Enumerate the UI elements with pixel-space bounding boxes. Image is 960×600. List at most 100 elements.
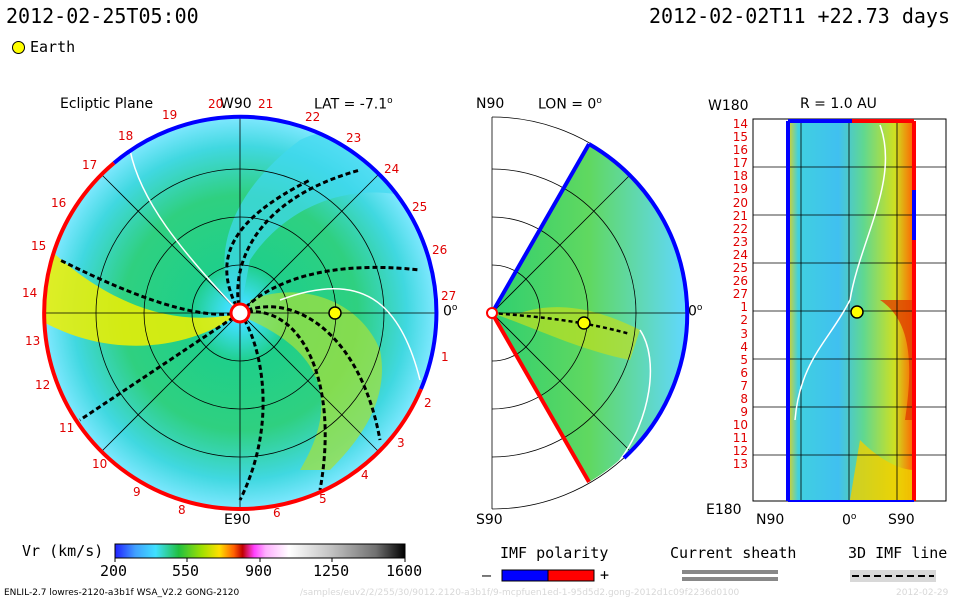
ecliptic-bottom-label: E90 (224, 512, 251, 528)
ecliptic-right-label: 0o (443, 303, 458, 320)
vr-colorbar-label: Vr (km/s) (22, 542, 104, 560)
earth-marker-ecliptic (328, 306, 342, 320)
ecliptic-top-label: W90 (220, 96, 252, 112)
sector-number-26: 26 (432, 243, 448, 257)
meridional-imf-line (491, 311, 631, 336)
sphere-row-label: 9 (740, 405, 748, 420)
sphere-row-label: 16 (732, 143, 748, 158)
sphere-row-label: 19 (732, 182, 748, 197)
imf-polarity-title: IMF polarity (500, 544, 609, 562)
sphere-bottom-label-s90: S90 (888, 512, 915, 528)
current-sheath-title: Current sheath (670, 544, 797, 562)
sector-number-15: 15 (31, 239, 47, 253)
sphere-row-label: 24 (732, 247, 748, 262)
sphere-bottom-left-label: E180 (706, 502, 742, 518)
sector-number-6: 6 (273, 506, 281, 520)
sector-number-25: 25 (412, 200, 428, 214)
run-path-footer: /samples/euv2/2/255/30/9012.2120-a3b1f/9… (300, 588, 740, 598)
imf-polarity-legend-bar (501, 569, 595, 582)
sphere-row-label: 15 (732, 130, 748, 145)
run-datetime: 2012-02-25T05:00 (6, 4, 199, 28)
sphere-row-labels: 14 15 16 17 18 19 20 21 22 23 24 25 26 2… (728, 117, 748, 472)
sphere-row-label: 17 (732, 156, 748, 171)
sector-number-20: 20 (208, 97, 224, 111)
sector-number-17: 17 (82, 158, 98, 172)
sector-number-3: 3 (397, 436, 405, 450)
ecliptic-sheath-contours (129, 149, 421, 381)
sector-number-22: 22 (305, 110, 321, 124)
sphere-row-label: 21 (732, 208, 748, 223)
sphere-map (752, 118, 947, 502)
vr-colorbar-gradient (114, 543, 406, 559)
meridional-plane-map (486, 116, 690, 510)
sector-number-10: 10 (92, 457, 108, 471)
sector-number-27: 27 (441, 289, 457, 303)
imf-line-title: 3D IMF line (848, 544, 948, 562)
ecliptic-plane-title: Ecliptic Plane (60, 96, 154, 112)
date-footer: 2012-02-29 (896, 588, 949, 598)
sphere-row-label: 7 (740, 378, 748, 393)
sector-number-4: 4 (361, 468, 369, 482)
ecliptic-structures (44, 132, 420, 470)
vr-colorbar-ticks (114, 558, 406, 562)
sphere-row-label: 13 (732, 457, 748, 472)
ecliptic-boundary-negative (112, 114, 439, 390)
lat-label: LAT = -7.1o (314, 96, 393, 113)
sphere-row-label: 8 (740, 391, 748, 406)
sphere-top-left-label: W180 (708, 98, 749, 114)
sphere-row-label: 22 (732, 221, 748, 236)
imf-spiral-lines (59, 168, 421, 501)
sphere-row-label: 20 (732, 195, 748, 210)
sun-marker (229, 302, 251, 324)
sphere-row-label: 4 (740, 339, 748, 354)
earth-legend-label: Earth (30, 38, 76, 56)
sphere-row-label: 2 (740, 313, 748, 328)
sphere-row-label: 11 (732, 431, 748, 446)
slow-region-cyan (224, 132, 420, 313)
meridional-top-label: N90 (476, 96, 505, 112)
sphere-row-label: 12 (732, 444, 748, 459)
sector-number-19: 19 (162, 108, 178, 122)
imf-line-legend-swatch (850, 570, 936, 582)
imf-polarity-plus: + (600, 566, 610, 584)
sector-number-14: 14 (22, 286, 38, 300)
earth-legend-marker (12, 41, 25, 54)
sphere-row-label: 10 (732, 418, 748, 433)
sphere-bottom-label-n90: N90 (756, 512, 785, 528)
meridional-fast-stream (492, 307, 640, 360)
vr-tick-200: 200 (100, 562, 128, 580)
sector-number-9: 9 (133, 485, 141, 499)
sphere-bottom-label-0: 0o (842, 512, 857, 529)
ecliptic-boundary-positive-west (42, 161, 241, 511)
start-datetime-offset: 2012-02-02T11 +22.73 days (648, 4, 950, 28)
imf-polarity-positive-swatch (547, 569, 595, 582)
sector-number-11: 11 (59, 421, 75, 435)
sphere-radius-label: R = 1.0 AU (800, 96, 877, 112)
sector-number-8: 8 (178, 503, 186, 517)
sector-number-21: 21 (258, 97, 274, 111)
sphere-row-label: 5 (740, 352, 748, 367)
vr-tick-550: 550 (172, 562, 200, 580)
earth-marker-meridional (577, 316, 591, 330)
meridional-north-edge (490, 143, 591, 314)
sphere-row-label: 27 (732, 287, 748, 302)
sphere-sheath-contour (794, 124, 887, 421)
sphere-row-label: 25 (732, 261, 748, 276)
sphere-row-label: 1 (740, 300, 748, 315)
sector-number-18: 18 (118, 129, 134, 143)
meridional-sun-marker (486, 307, 498, 319)
sphere-row-label: 18 (732, 169, 748, 184)
sector-number-24: 24 (384, 162, 400, 176)
sphere-row-label: 6 (740, 365, 748, 380)
fast-stream-yellow (44, 240, 240, 346)
vr-tick-900: 900 (245, 562, 273, 580)
sector-number-1: 1 (441, 350, 449, 364)
fast-stream-green (250, 292, 382, 470)
model-info-footer: ENLIL-2.7 lowres-2120-a3b1f WSA_V2.2 GON… (4, 588, 240, 598)
sphere-row-label: 23 (732, 234, 748, 249)
ecliptic-plane-map (42, 114, 439, 512)
sector-number-12: 12 (35, 378, 51, 392)
meridional-right-label: 0o (688, 303, 703, 320)
meridional-south-edge (490, 312, 591, 483)
